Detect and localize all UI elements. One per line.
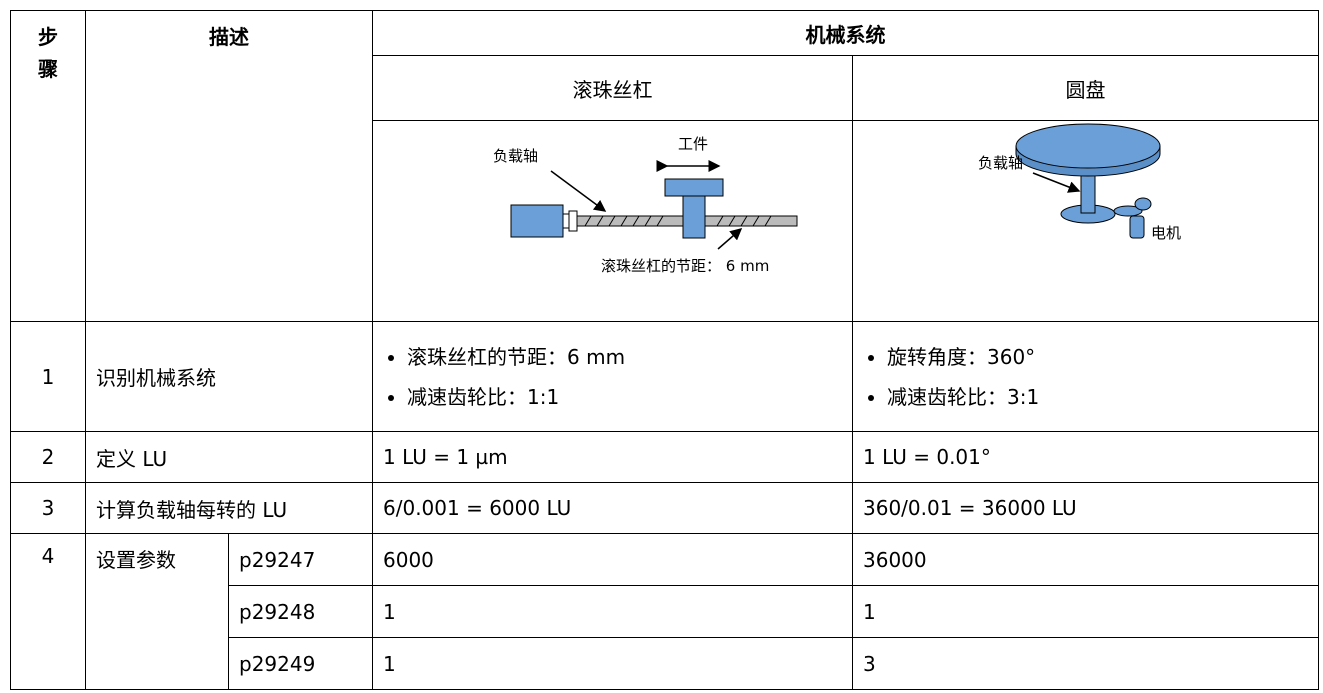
motor-label: 电机	[1151, 224, 1181, 242]
bullet-list: 滚珠丝杠的节距：6 mm 减速齿轮比：1:1	[383, 337, 842, 417]
disc-cell: 36000	[852, 533, 1319, 586]
workpiece-label: 工件	[678, 135, 708, 153]
disc-cell: 360/0.01 = 36000 LU	[852, 482, 1319, 534]
motor-gear	[1113, 205, 1143, 217]
step-cell: 2	[10, 431, 86, 483]
ballscrew-cell: 6000	[372, 533, 853, 586]
ballscrew-cell: 1	[372, 637, 853, 690]
parameter-cell: p29248	[228, 585, 373, 638]
disc-cell: 旋转角度：360° 减速齿轮比：3:1	[852, 321, 1319, 432]
disc-diagram: 负载轴 电机	[978, 123, 1181, 242]
pitch-label: 滚珠丝杠的节距： 6 mm	[601, 257, 769, 275]
disc-header: 圆盘	[852, 55, 1319, 121]
description-cell: 计算负载轴每转的 LU	[85, 482, 373, 534]
arrow	[1032, 172, 1081, 193]
description-cell: 定义 LU	[85, 431, 373, 483]
mechanical-system-header: 机械系统	[372, 10, 1319, 56]
step-cell: 4	[10, 533, 86, 690]
ballscrew-diagram: 负载轴 工件 滚珠丝杠的节距： 6 mm	[493, 135, 798, 275]
ballscrew-header: 滚珠丝杠	[372, 55, 853, 121]
ballscrew-cell: 1 LU = 1 µm	[372, 431, 853, 483]
step-header: 步骤	[38, 25, 58, 81]
disc-cell: 1	[852, 585, 1319, 638]
bullet-item: 减速齿轮比：3:1	[887, 377, 1308, 417]
step-header-cell: 步骤	[10, 10, 86, 322]
ballscrew-cell: 1	[372, 585, 853, 638]
mechanical-system-table: 步骤 描述 机械系统 滚珠丝杠 圆盘 负载轴 工件 滚珠丝杠的节距： 6 mm	[10, 10, 1319, 690]
description-cell: 设置参数	[85, 533, 229, 690]
ballscrew-cell: 6/0.001 = 6000 LU	[372, 482, 853, 534]
bullet-item: 旋转角度：360°	[887, 337, 1308, 377]
nut	[664, 178, 724, 197]
coupling	[568, 210, 578, 232]
coupling	[562, 213, 570, 229]
bullet-item: 减速齿轮比：1:1	[407, 377, 842, 417]
bullet-item: 滚珠丝杠的节距：6 mm	[407, 337, 842, 377]
description-header: 描述	[85, 10, 373, 322]
step-cell: 3	[10, 482, 86, 534]
load-axis-label: 负载轴	[493, 147, 538, 165]
ballscrew-cell: 滚珠丝杠的节距：6 mm 减速齿轮比：1:1	[372, 321, 853, 432]
motor	[510, 204, 564, 238]
nut	[682, 195, 706, 239]
parameter-cell: p29247	[228, 533, 373, 586]
disc-diagram-cell: 负载轴 电机	[852, 120, 1319, 322]
parameter-cell: p29249	[228, 637, 373, 690]
load-axis-label: 负载轴	[978, 154, 1023, 172]
step-cell: 1	[10, 321, 86, 432]
motor	[1129, 215, 1145, 239]
bullet-list: 旋转角度：360° 减速齿轮比：3:1	[863, 337, 1308, 417]
description-cell: 识别机械系统	[85, 321, 373, 432]
disc-cell: 3	[852, 637, 1319, 690]
disc	[1015, 123, 1161, 169]
disc-cell: 1 LU = 0.01°	[852, 431, 1319, 483]
screw-thread	[584, 215, 772, 227]
arrow	[550, 170, 607, 212]
motor-cap	[1134, 197, 1152, 211]
ballscrew-diagram-cell: 负载轴 工件 滚珠丝杠的节距： 6 mm	[372, 120, 853, 322]
arrow	[717, 228, 743, 250]
